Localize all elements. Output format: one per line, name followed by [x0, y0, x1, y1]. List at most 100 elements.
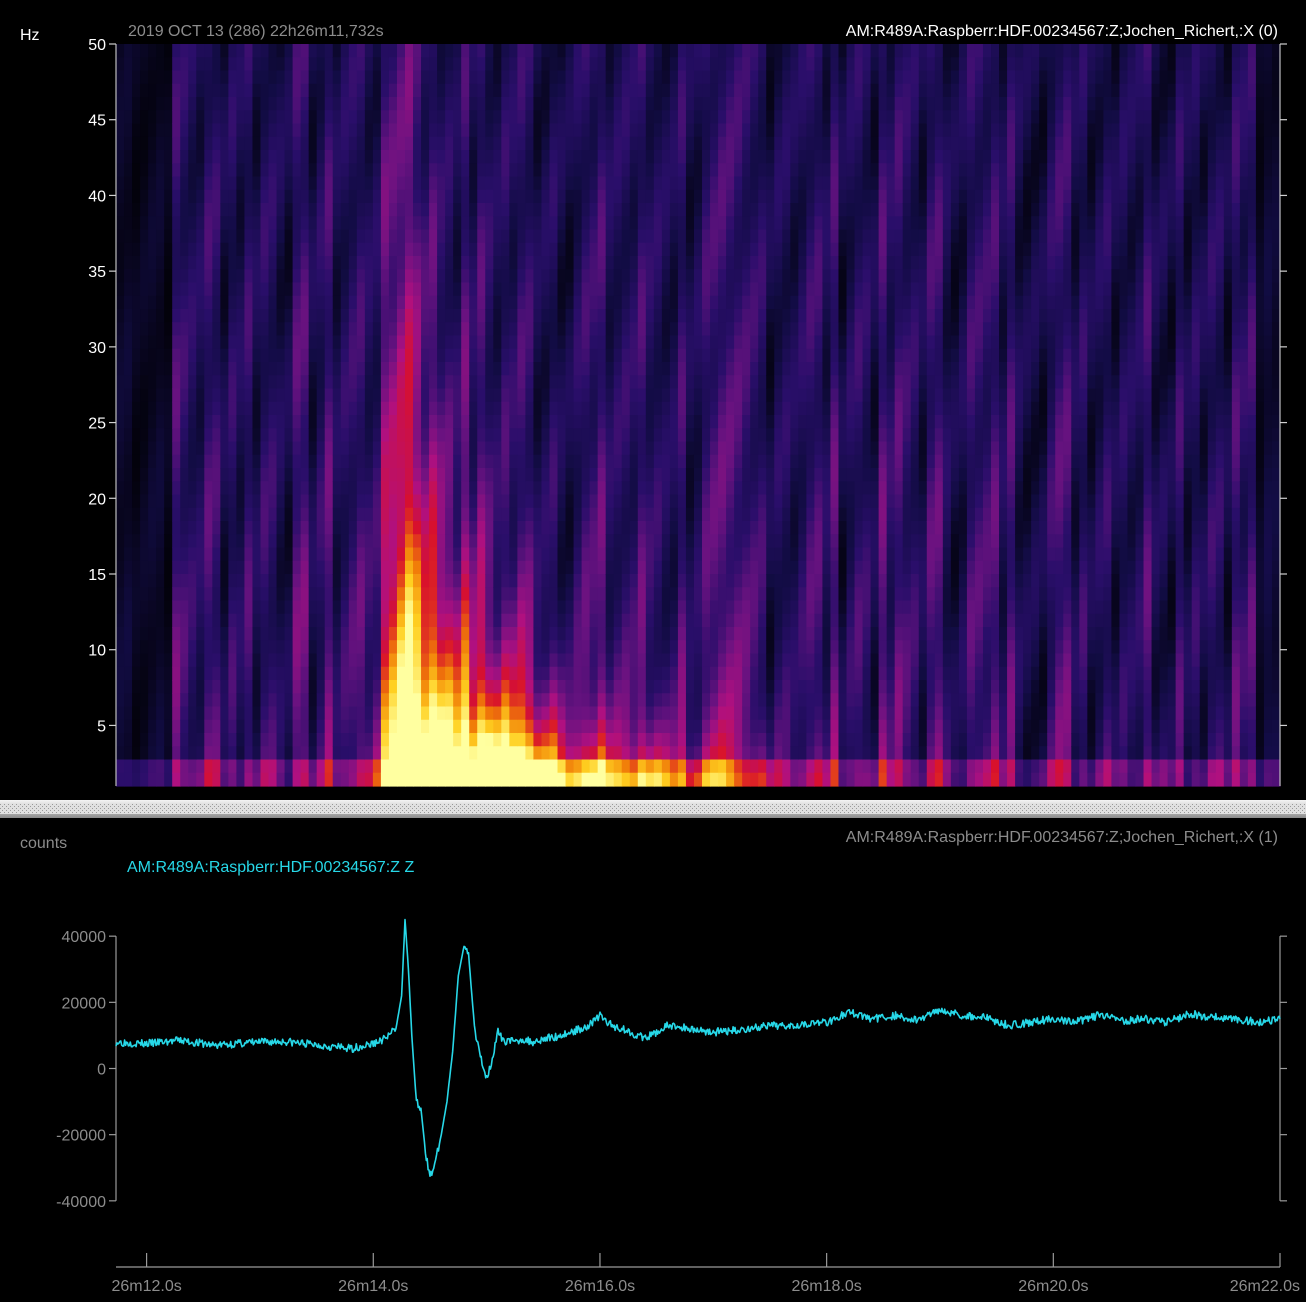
spectrogram-cell [308, 256, 318, 270]
spectrogram-cell [677, 97, 687, 111]
spectrogram-cell [244, 229, 254, 244]
spectrogram-cell [734, 57, 743, 72]
spectrogram-cell [589, 666, 599, 681]
spectrogram-cell [541, 746, 551, 761]
spectrogram-cell [573, 481, 583, 496]
spectrogram-cell [461, 256, 470, 270]
spectrogram-cell [693, 242, 703, 257]
spectrogram-cell [356, 666, 366, 681]
spectrogram-cell [485, 83, 494, 98]
spectrogram-cell [124, 574, 133, 588]
spectrogram-cell [758, 640, 767, 655]
spectrogram-cell [661, 136, 671, 151]
spectrogram-cell [621, 242, 631, 257]
spectrogram-cell [260, 719, 270, 734]
spectrogram-cell [172, 203, 181, 217]
spectrogram-cell [637, 627, 647, 641]
spectrogram-cell [589, 733, 599, 747]
spectrogram-cell [774, 574, 783, 588]
spectrogram-cell [685, 521, 695, 535]
spectrogram-cell [437, 229, 446, 244]
spectrogram-cell [517, 163, 527, 178]
spectrogram-cell [493, 680, 502, 694]
spectrogram-cell [148, 362, 157, 376]
spectrogram-cell [116, 256, 125, 270]
spectrogram-cell [710, 693, 719, 708]
spectrogram-cell [621, 136, 631, 151]
spectrogram-cell [429, 454, 438, 469]
spectrogram-cell [164, 375, 173, 390]
spectrogram-cell [252, 613, 262, 628]
spectrogram-cell [453, 97, 462, 111]
spectrogram-cell [734, 653, 743, 668]
spectrogram-cell [790, 229, 799, 244]
spectrogram-cell [356, 613, 366, 628]
spectrogram-cell [485, 375, 494, 390]
spectrogram-cell [549, 547, 559, 562]
spectrogram-cell [557, 295, 567, 310]
spectrogram-cell [493, 57, 502, 72]
spectrogram-cell [653, 348, 663, 363]
spectrogram-cell [324, 203, 334, 217]
spectrogram-cell [380, 309, 390, 323]
spectrogram-cell [469, 322, 478, 337]
spectrogram-cell [316, 44, 326, 58]
spectrogram-cell [613, 176, 623, 191]
spectrogram-cell [140, 256, 149, 270]
spectrogram-cell [380, 242, 390, 257]
spectrogram-cell [742, 706, 751, 721]
spectrogram-cell [364, 189, 374, 204]
spectrogram-cell [308, 335, 318, 350]
spectrogram-cell [477, 468, 486, 482]
spectrogram-cell [653, 746, 663, 761]
spectrogram-cell [477, 83, 486, 98]
spectrogram-cell [324, 746, 334, 761]
spectrogram-cell [140, 136, 149, 151]
spectrogram-cell [573, 335, 583, 350]
spectrogram-cell [164, 746, 173, 761]
spectrogram-cell [573, 282, 583, 297]
spectrogram-cell [324, 216, 334, 231]
spectrogram-cell [300, 189, 310, 204]
spectrogram-cell [372, 560, 382, 575]
spectrogram-cell [669, 560, 679, 575]
spectrogram-cell [388, 560, 398, 575]
spectrogram-cell [685, 335, 695, 350]
spectrogram-cell [429, 362, 438, 376]
spectrogram-cell [124, 335, 133, 350]
spectrogram-cell [364, 322, 374, 337]
spectrogram-cell [316, 574, 326, 588]
spectrogram-cell [581, 57, 591, 72]
spectrogram-cell [814, 282, 824, 297]
spectrogram-cell [172, 348, 181, 363]
spectrogram-cell [782, 733, 791, 747]
spectrogram-cell [356, 454, 366, 469]
spectrogram-cell [340, 295, 350, 310]
spectrogram-cell [316, 719, 326, 734]
spectrogram-cell [605, 454, 615, 469]
spectrogram-cell [605, 110, 615, 125]
spectrogram-cell [501, 733, 510, 747]
spectrogram-cell [718, 587, 727, 602]
spectrogram-cell [822, 640, 832, 655]
spectrogram-cell [300, 348, 310, 363]
spectrogram-cell [685, 759, 695, 774]
spectrogram-cell [300, 44, 310, 58]
spectrogram-cell [493, 242, 502, 257]
spectrogram-cell [702, 388, 711, 403]
spectrogram-cell [308, 242, 318, 257]
spectrogram-cell [292, 70, 302, 85]
spectrogram-cell [629, 203, 639, 217]
spectrogram-cell [533, 44, 543, 58]
spectrogram-cell [148, 613, 157, 628]
spectrogram-cell [429, 388, 438, 403]
spectrogram-cell [814, 534, 824, 549]
spectrogram-cell [509, 666, 518, 681]
spectrogram-cell [276, 348, 286, 363]
spectrogram-cell [806, 163, 815, 178]
spectrogram-cell [661, 322, 671, 337]
spectrogram-cell [790, 521, 799, 535]
spectrogram-cell [204, 150, 213, 164]
spectrogram-cell [653, 587, 663, 602]
spectrogram-cell [589, 706, 599, 721]
